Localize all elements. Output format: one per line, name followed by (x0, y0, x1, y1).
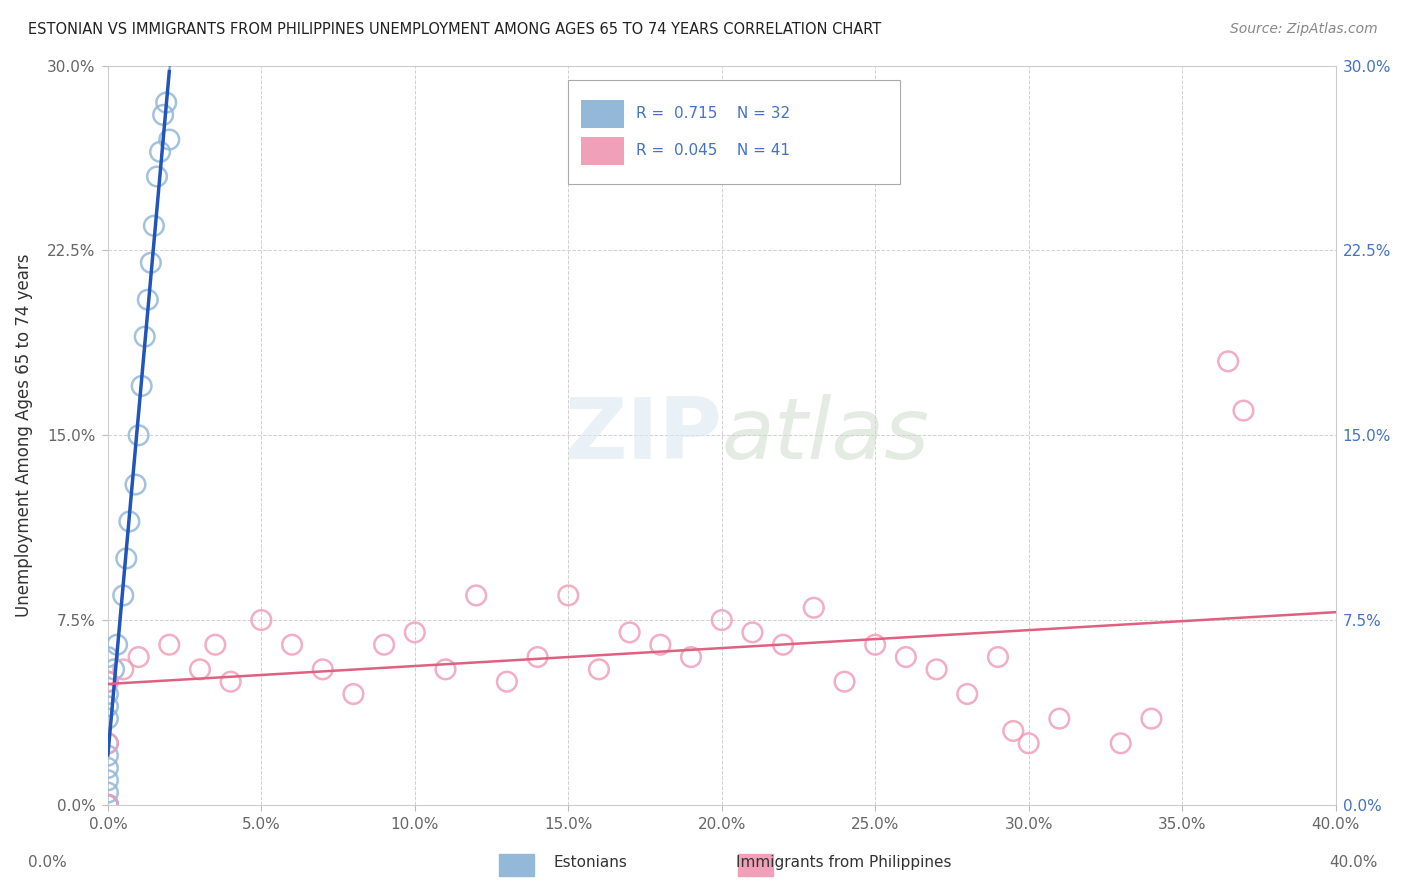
Point (103, 662, 125, 676)
Point (97, 786, 120, 800)
Point (956, 687, 979, 701)
Point (97, 712, 120, 726)
Point (250, 613, 273, 627)
Point (404, 625, 426, 640)
Point (97, 699, 120, 714)
Y-axis label: Unemployment Among Ages 65 to 74 years: Unemployment Among Ages 65 to 74 years (15, 253, 32, 617)
Point (1109, 736, 1132, 750)
Point (434, 662, 457, 676)
Point (1232, 403, 1254, 417)
Point (97, 797, 120, 812)
Point (987, 650, 1010, 665)
FancyBboxPatch shape (581, 100, 623, 128)
Bar (499, 854, 534, 876)
FancyBboxPatch shape (568, 80, 900, 184)
Point (1140, 712, 1163, 726)
Point (97, 797, 120, 812)
Point (97, 773, 120, 788)
Point (97, 797, 120, 812)
Text: ESTONIAN VS IMMIGRANTS FROM PHILIPPINES UNEMPLOYMENT AMONG AGES 65 TO 74 YEARS C: ESTONIAN VS IMMIGRANTS FROM PHILIPPINES … (28, 22, 882, 37)
Point (97, 748, 120, 763)
Point (97, 674, 120, 689)
Point (650, 638, 672, 652)
Point (97, 650, 120, 665)
Point (112, 662, 135, 676)
Point (115, 551, 138, 566)
Point (465, 589, 488, 603)
Point (134, 329, 156, 343)
Point (124, 477, 146, 491)
Point (97, 687, 120, 701)
Point (105, 638, 128, 652)
Point (312, 662, 335, 676)
Point (834, 674, 856, 689)
Text: 40.0%: 40.0% (1330, 855, 1378, 870)
Point (557, 589, 579, 603)
Point (588, 662, 610, 676)
Point (97, 797, 120, 812)
Point (97, 736, 120, 750)
Point (128, 428, 150, 442)
Text: atlas: atlas (721, 393, 929, 476)
Point (342, 687, 364, 701)
Point (97, 674, 120, 689)
Point (1047, 712, 1070, 726)
Point (679, 650, 702, 665)
Point (157, 638, 180, 652)
Point (496, 674, 519, 689)
Point (281, 638, 304, 652)
Point (97, 797, 120, 812)
FancyBboxPatch shape (581, 137, 623, 165)
Point (772, 638, 794, 652)
Point (526, 650, 548, 665)
Point (741, 625, 763, 640)
Text: ZIP: ZIP (564, 393, 721, 476)
Point (219, 674, 242, 689)
Point (1216, 354, 1239, 368)
Point (1002, 723, 1025, 738)
Point (136, 293, 159, 307)
Point (188, 662, 211, 676)
Point (373, 638, 395, 652)
Point (142, 219, 165, 233)
Point (925, 662, 948, 676)
Point (155, 95, 177, 110)
Point (97, 736, 120, 750)
Point (112, 589, 135, 603)
Point (97, 761, 120, 775)
Point (139, 256, 162, 270)
Point (710, 613, 733, 627)
Point (803, 600, 825, 615)
Point (863, 638, 886, 652)
Text: Immigrants from Philippines: Immigrants from Philippines (735, 855, 952, 870)
Point (204, 638, 226, 652)
Point (149, 145, 172, 159)
Text: R =  0.715    N = 32: R = 0.715 N = 32 (636, 106, 790, 121)
Point (619, 625, 641, 640)
Text: Source: ZipAtlas.com: Source: ZipAtlas.com (1230, 22, 1378, 37)
Text: 0.0%: 0.0% (28, 855, 67, 870)
Point (894, 650, 917, 665)
Point (146, 169, 169, 184)
Text: Estonians: Estonians (554, 855, 627, 870)
Point (131, 379, 153, 393)
Bar (738, 854, 773, 876)
Point (1018, 736, 1040, 750)
Point (118, 515, 141, 529)
Point (128, 650, 150, 665)
Text: R =  0.045    N = 41: R = 0.045 N = 41 (636, 143, 790, 158)
Point (97, 797, 120, 812)
Point (152, 108, 174, 122)
Point (157, 132, 180, 146)
